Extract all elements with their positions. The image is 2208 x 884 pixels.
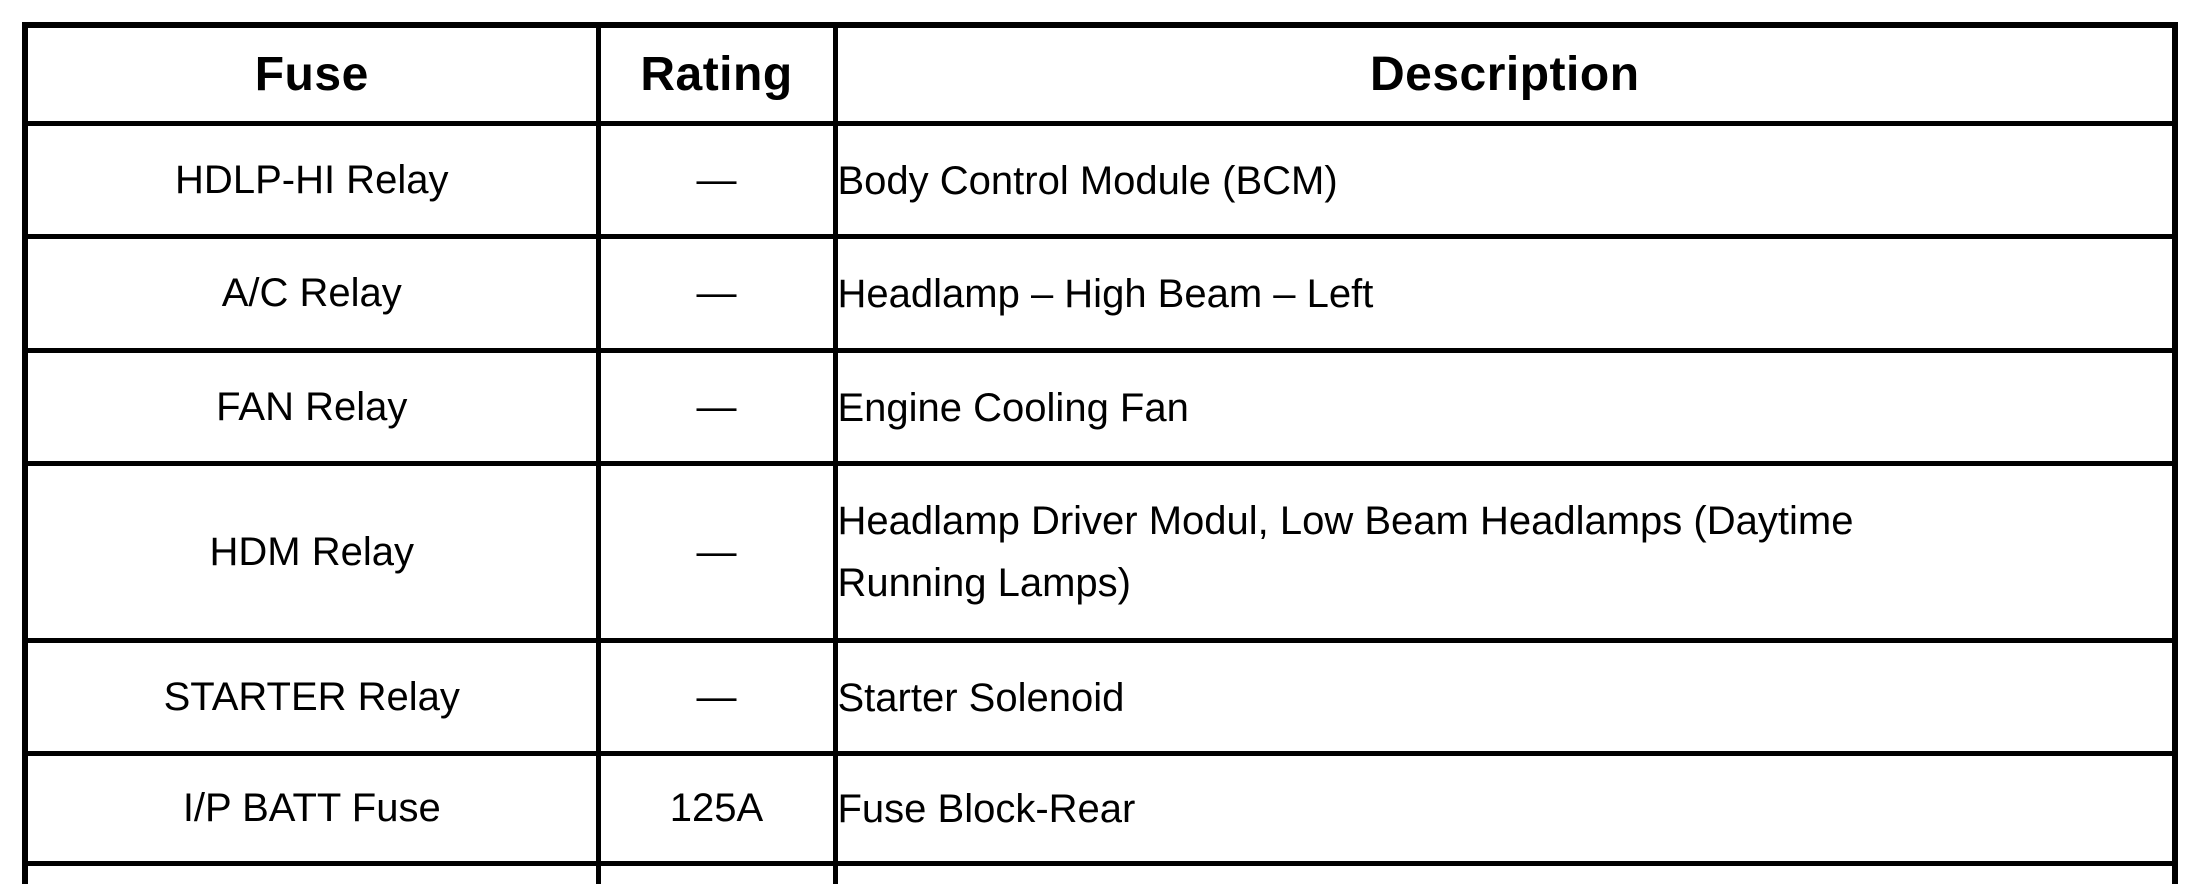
- description-text: Fuse Block-Rear: [837, 787, 1136, 832]
- rating-cell: —: [595, 233, 838, 353]
- description-text: Headlamp – High Beam – Left: [837, 272, 1374, 317]
- table-row: HDM Relay — Headlamp Driver Modul, Low B…: [22, 460, 2178, 643]
- column-header-fuse: Fuse: [22, 22, 601, 126]
- column-header-rating: Rating: [595, 22, 838, 126]
- fuse-rating-description-table: Fuse Rating Description HDLP-HI Relay — …: [22, 22, 2178, 884]
- rating-cell: —: [595, 637, 838, 756]
- table-row: FAN Relay — Engine Cooling Fan: [22, 347, 2178, 466]
- description-cell: Engine Cooling Fan: [832, 347, 2178, 466]
- description-text: Starter Solenoid: [837, 675, 1125, 720]
- description-text: Engine Cooling Fan: [837, 385, 1189, 430]
- rating-cell: —: [595, 460, 838, 643]
- table-row: STARTER Relay — Starter Solenoid: [22, 637, 2178, 756]
- rating-cell: 125A: [595, 750, 838, 866]
- description-cell: Headlamp Driver Modul, Low Beam Headlamp…: [832, 460, 2178, 643]
- description-cell: Headlamp – High Beam – Left: [832, 233, 2178, 353]
- table-header-row: Fuse Rating Description: [22, 22, 2178, 126]
- description-text: Headlamp Driver Modul, Low Beam Headlamp…: [837, 498, 1854, 605]
- table-row: A/C Relay — Headlamp – High Beam – Left: [22, 233, 2178, 353]
- rating-cell: —: [595, 120, 838, 239]
- fuse-cell: STARTER Relay: [22, 637, 601, 756]
- table-row-partial-cutoff: [22, 860, 2178, 884]
- table-row: HDLP-HI Relay — Body Control Module (BCM…: [22, 120, 2178, 239]
- description-cell-empty: [832, 860, 2178, 884]
- rating-cell: —: [595, 347, 838, 466]
- fuse-cell: A/C Relay: [22, 233, 601, 353]
- fuse-cell-empty: [22, 860, 601, 884]
- table-row: I/P BATT Fuse 125A Fuse Block-Rear: [22, 750, 2178, 866]
- fuse-cell: FAN Relay: [22, 347, 601, 466]
- column-header-description: Description: [832, 22, 2178, 126]
- fuse-table-container: Fuse Rating Description HDLP-HI Relay — …: [22, 22, 2178, 884]
- fuse-cell: HDLP-HI Relay: [22, 120, 601, 239]
- rating-cell-empty: [595, 860, 838, 884]
- fuse-cell: HDM Relay: [22, 460, 601, 643]
- fuse-cell: I/P BATT Fuse: [22, 750, 601, 866]
- description-cell: Starter Solenoid: [832, 637, 2178, 756]
- description-text: Body Control Module (BCM): [837, 158, 1338, 203]
- description-cell: Fuse Block-Rear: [832, 750, 2178, 866]
- description-cell: Body Control Module (BCM): [832, 120, 2178, 239]
